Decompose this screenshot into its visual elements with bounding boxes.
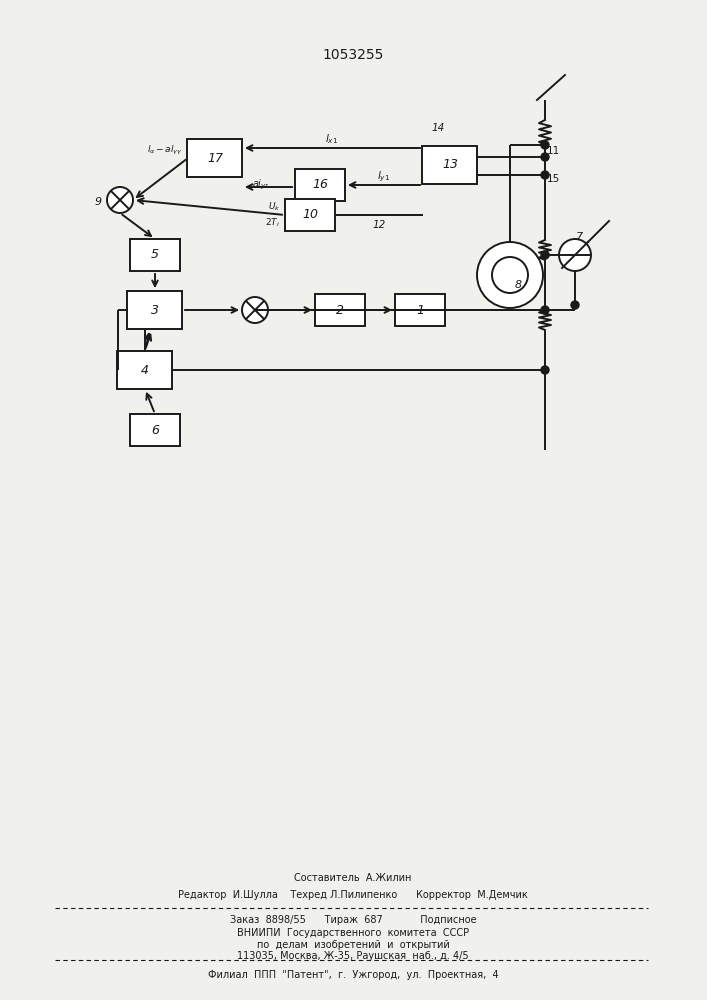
- Text: $ai_{yr}$: $ai_{yr}$: [252, 178, 270, 192]
- Bar: [423, 146, 477, 184]
- Bar: [295, 169, 345, 201]
- Text: 7: 7: [576, 232, 583, 242]
- Text: 3: 3: [151, 304, 159, 316]
- Circle shape: [107, 187, 133, 213]
- Text: $l_{x1}$: $l_{x1}$: [325, 132, 339, 146]
- Circle shape: [541, 251, 549, 259]
- Circle shape: [477, 242, 543, 308]
- Text: 1053255: 1053255: [322, 48, 384, 62]
- Bar: [315, 294, 365, 326]
- Circle shape: [541, 153, 549, 161]
- Circle shape: [492, 257, 528, 293]
- Circle shape: [541, 171, 549, 179]
- Text: ВНИИПИ  Государственного  комитета  СССР: ВНИИПИ Государственного комитета СССР: [237, 928, 469, 938]
- Text: 15: 15: [547, 174, 560, 184]
- Text: 6: 6: [151, 424, 159, 436]
- Text: 17: 17: [207, 151, 223, 164]
- Text: $l_{\alpha}-al_{\gamma\gamma}$: $l_{\alpha}-al_{\gamma\gamma}$: [147, 143, 183, 157]
- Circle shape: [242, 297, 268, 323]
- Text: $U_k$: $U_k$: [267, 201, 280, 213]
- Text: $2T_i$: $2T_i$: [265, 217, 280, 229]
- Text: 2: 2: [336, 304, 344, 316]
- Text: 1: 1: [416, 304, 424, 316]
- Text: $l_{y1}$: $l_{y1}$: [378, 170, 390, 184]
- Text: Заказ  8898/55      Тираж  687            Подписное: Заказ 8898/55 Тираж 687 Подписное: [230, 915, 477, 925]
- Text: 14: 14: [431, 123, 445, 133]
- Bar: [395, 294, 445, 326]
- Circle shape: [541, 141, 549, 149]
- Bar: [130, 414, 180, 446]
- Bar: [117, 351, 173, 389]
- Text: 12: 12: [373, 220, 385, 230]
- Text: 11: 11: [547, 146, 560, 156]
- Text: 5: 5: [151, 248, 159, 261]
- Text: по  делам  изобретений  и  открытий: по делам изобретений и открытий: [257, 940, 450, 950]
- Bar: [187, 139, 243, 177]
- Text: 10: 10: [302, 209, 318, 222]
- Text: Составитель  А.Жилин: Составитель А.Жилин: [294, 873, 411, 883]
- Bar: [127, 291, 182, 329]
- Bar: [130, 239, 180, 271]
- Bar: [285, 199, 335, 231]
- Text: 13: 13: [442, 158, 458, 172]
- Text: 9: 9: [95, 197, 102, 207]
- Text: 4: 4: [141, 363, 149, 376]
- Text: Филиал  ППП  "Патент",  г.  Ужгород,  ул.  Проектная,  4: Филиал ППП "Патент", г. Ужгород, ул. Про…: [208, 970, 498, 980]
- Circle shape: [541, 366, 549, 374]
- Circle shape: [541, 306, 549, 314]
- Text: 16: 16: [312, 178, 328, 192]
- Circle shape: [559, 239, 591, 271]
- Circle shape: [571, 301, 579, 309]
- Text: 8: 8: [515, 280, 522, 290]
- Text: Редактор  И.Шулла    Техред Л.Пилипенко      Корректор  М.Демчик: Редактор И.Шулла Техред Л.Пилипенко Корр…: [178, 890, 528, 900]
- Text: 113035, Москва, Ж-35, Раушская  наб., д. 4/5: 113035, Москва, Ж-35, Раушская наб., д. …: [237, 951, 469, 961]
